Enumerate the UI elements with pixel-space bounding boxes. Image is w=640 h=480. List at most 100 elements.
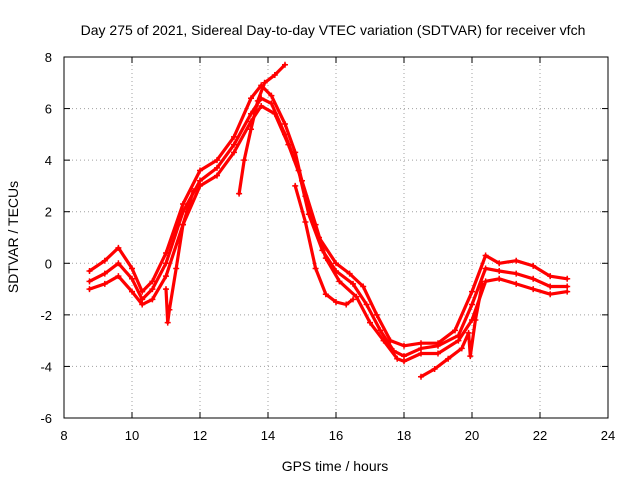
data-point bbox=[564, 288, 571, 295]
data-point bbox=[115, 244, 122, 251]
data-point bbox=[166, 306, 173, 313]
data-point bbox=[530, 286, 537, 293]
y-tick-label: -2 bbox=[40, 308, 52, 323]
data-point bbox=[190, 188, 197, 195]
data-point bbox=[261, 79, 268, 86]
data-point bbox=[377, 327, 384, 334]
data-point bbox=[231, 149, 237, 156]
data-point bbox=[479, 280, 486, 287]
data-point bbox=[236, 190, 243, 197]
data-point bbox=[452, 327, 458, 334]
data-point bbox=[350, 296, 356, 303]
data-point bbox=[197, 167, 203, 174]
data-point bbox=[271, 72, 278, 79]
data-point bbox=[164, 319, 171, 326]
data-point bbox=[564, 275, 571, 282]
data-point bbox=[149, 286, 156, 293]
x-tick-label: 14 bbox=[261, 428, 275, 443]
data-point bbox=[401, 342, 407, 349]
data-point bbox=[115, 260, 122, 267]
data-point bbox=[101, 280, 108, 287]
data-point bbox=[418, 345, 424, 352]
data-point bbox=[482, 265, 489, 272]
x-tick-label: 24 bbox=[601, 428, 615, 443]
x-tick-label: 8 bbox=[60, 428, 67, 443]
data-point bbox=[363, 301, 370, 308]
data-point bbox=[163, 286, 169, 293]
data-point bbox=[346, 270, 353, 277]
data-point bbox=[180, 208, 186, 215]
data-point bbox=[312, 221, 319, 228]
data-point bbox=[418, 373, 424, 380]
y-tick-label: -6 bbox=[40, 411, 52, 426]
data-point bbox=[299, 177, 305, 184]
data-point bbox=[285, 141, 292, 148]
data-point bbox=[418, 340, 424, 347]
data-point bbox=[435, 342, 441, 349]
data-point bbox=[129, 288, 135, 295]
data-point bbox=[431, 366, 438, 373]
data-point bbox=[139, 301, 146, 308]
data-point bbox=[129, 265, 135, 272]
y-axis-label: SDTVAR / TECUs bbox=[5, 181, 21, 293]
data-point bbox=[513, 257, 520, 264]
data-point bbox=[248, 95, 254, 102]
data-point bbox=[343, 301, 350, 308]
data-point bbox=[513, 270, 520, 277]
x-tick-label: 20 bbox=[465, 428, 479, 443]
data-point bbox=[322, 291, 329, 298]
data-point bbox=[248, 110, 254, 117]
data-point bbox=[472, 317, 479, 324]
data-point bbox=[214, 164, 220, 171]
data-point bbox=[469, 301, 475, 308]
data-point bbox=[418, 350, 424, 357]
y-tick-label: 0 bbox=[45, 256, 52, 271]
series-track-1 bbox=[87, 83, 569, 348]
data-point bbox=[547, 273, 554, 280]
y-tick-label: 8 bbox=[45, 50, 52, 65]
y-tick-label: 2 bbox=[45, 205, 52, 220]
data-point bbox=[163, 260, 169, 267]
y-tick-label: 6 bbox=[45, 102, 52, 117]
data-point bbox=[197, 182, 203, 189]
data-point bbox=[86, 286, 93, 293]
x-axis-label: GPS time / hours bbox=[282, 458, 389, 474]
data-point bbox=[180, 200, 186, 207]
data-point bbox=[101, 257, 108, 264]
data-point bbox=[360, 283, 367, 290]
data-point bbox=[197, 177, 203, 184]
data-point bbox=[322, 255, 329, 262]
data-point bbox=[458, 345, 465, 352]
data-point bbox=[467, 353, 474, 360]
data-point bbox=[373, 311, 380, 318]
data-point bbox=[564, 283, 571, 290]
data-point bbox=[214, 172, 220, 179]
data-point bbox=[180, 221, 186, 228]
data-point bbox=[353, 293, 360, 300]
data-point bbox=[547, 291, 554, 298]
data-point bbox=[530, 262, 537, 269]
data-point bbox=[231, 141, 237, 148]
data-point bbox=[149, 296, 156, 303]
data-point bbox=[312, 265, 319, 272]
data-point bbox=[333, 298, 339, 305]
x-tick-label: 12 bbox=[193, 428, 207, 443]
data-point bbox=[282, 121, 288, 128]
data-point bbox=[401, 353, 407, 360]
data-point bbox=[254, 97, 261, 104]
data-point bbox=[173, 265, 180, 272]
data-point bbox=[445, 355, 452, 362]
x-tick-label: 10 bbox=[125, 428, 139, 443]
x-tick-label: 18 bbox=[397, 428, 411, 443]
data-point bbox=[380, 337, 387, 344]
data-point bbox=[139, 296, 146, 303]
data-point bbox=[482, 252, 489, 259]
data-point bbox=[86, 278, 93, 285]
data-point bbox=[435, 350, 441, 357]
chart-title: Day 275 of 2021, Sidereal Day-to-day VTE… bbox=[81, 22, 586, 38]
data-point bbox=[271, 110, 278, 117]
data-point bbox=[367, 319, 373, 326]
y-tick-label: 4 bbox=[45, 153, 52, 168]
